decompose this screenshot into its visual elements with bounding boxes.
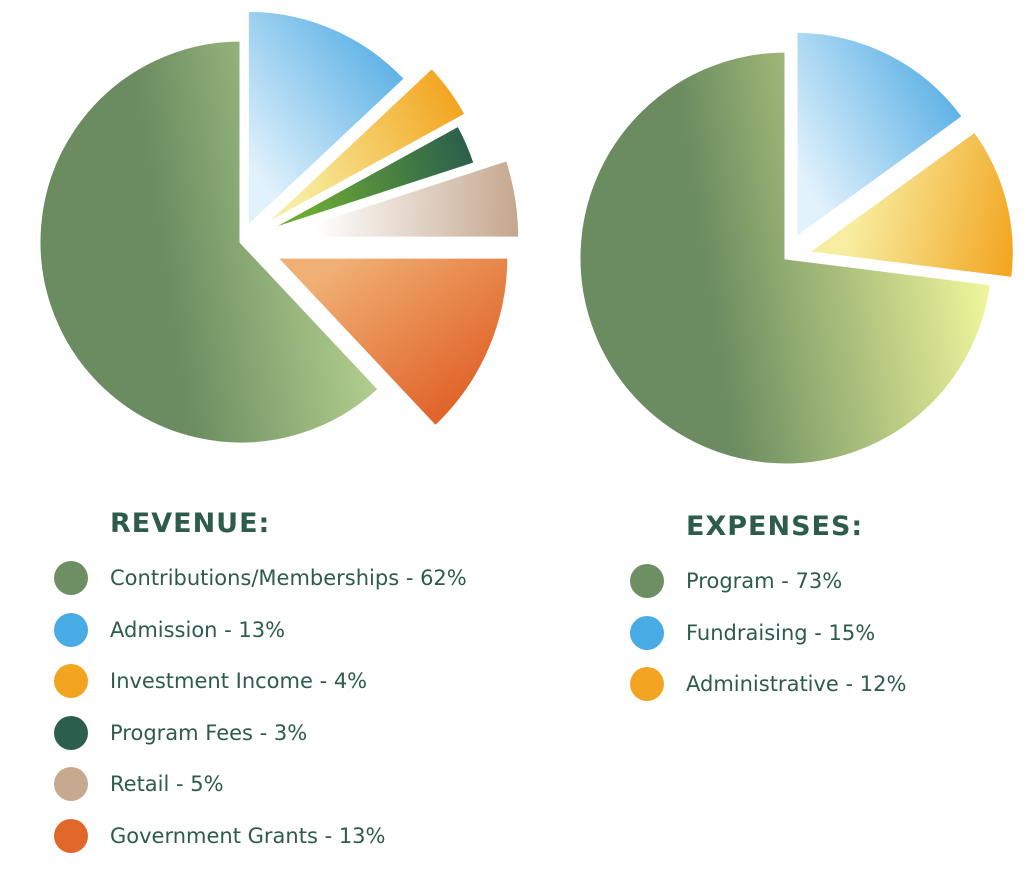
revenue-legend-swatch [54, 715, 88, 750]
revenue-legend-label: Retail - 5% [110, 772, 224, 796]
expenses-legend-swatch [630, 615, 664, 650]
expenses-slice-administrative [803, 128, 1016, 281]
revenue-legend-label: Admission - 13% [110, 617, 286, 642]
pie-charts [37, 8, 1016, 467]
expenses-legend: EXPENSES: Program - 73% Fundraising - 15%… [630, 509, 906, 719]
expenses-title: EXPENSES: [686, 511, 864, 542]
revenue-legend-item: Contributions/Memberships - 62% [54, 561, 467, 595]
revenue-legend-swatch [54, 767, 88, 801]
revenue-legend-label: Contributions/Memberships - 62% [110, 566, 467, 590]
expenses-slice-program [577, 49, 994, 467]
revenue-legend-item: Investment Income - 4% [54, 664, 467, 698]
revenue-legend-swatch [54, 561, 88, 595]
expenses-legend-label: Program - 73% [686, 569, 843, 593]
revenue-slice-government-grants [272, 255, 511, 430]
expenses-pie [577, 29, 1016, 467]
revenue-slice-investment-income [261, 65, 469, 229]
revenue-slice-contributions-memberships [37, 38, 382, 446]
revenue-legend: REVENUE: Contributions/Memberships - 62%… [54, 506, 467, 870]
expenses-legend-item: Administrative - 12% [630, 667, 906, 701]
revenue-slice-retail [265, 157, 522, 240]
revenue-legend-swatch [54, 818, 88, 853]
expenses-legend-label: Fundraising - 15% [686, 620, 876, 645]
expenses-legend-swatch [630, 667, 664, 701]
revenue-legend-swatch [54, 664, 88, 698]
revenue-legend-label: Investment Income - 4% [110, 669, 368, 693]
expenses-legend-item: Fundraising - 15% [630, 615, 906, 650]
revenue-legend-label: Program Fees - 3% [110, 720, 308, 745]
expenses-legend-item: Program - 73% [630, 564, 906, 598]
revenue-legend-item: Government Grants - 13% [54, 818, 467, 853]
revenue-pie [37, 8, 522, 446]
revenue-slice-program-fees [262, 122, 478, 234]
revenue-title: REVENUE: [110, 508, 271, 539]
revenue-legend-swatch [54, 612, 88, 647]
revenue-legend-item: Retail - 5% [54, 767, 467, 801]
revenue-slice-admission [245, 8, 408, 231]
revenue-legend-item: Admission - 13% [54, 612, 467, 647]
revenue-legend-item: Program Fees - 3% [54, 715, 467, 750]
expenses-legend-swatch [630, 564, 664, 598]
expenses-legend-label: Administrative - 12% [686, 672, 907, 696]
revenue-legend-label: Government Grants - 13% [110, 823, 386, 848]
expenses-slice-fundraising [794, 29, 966, 242]
